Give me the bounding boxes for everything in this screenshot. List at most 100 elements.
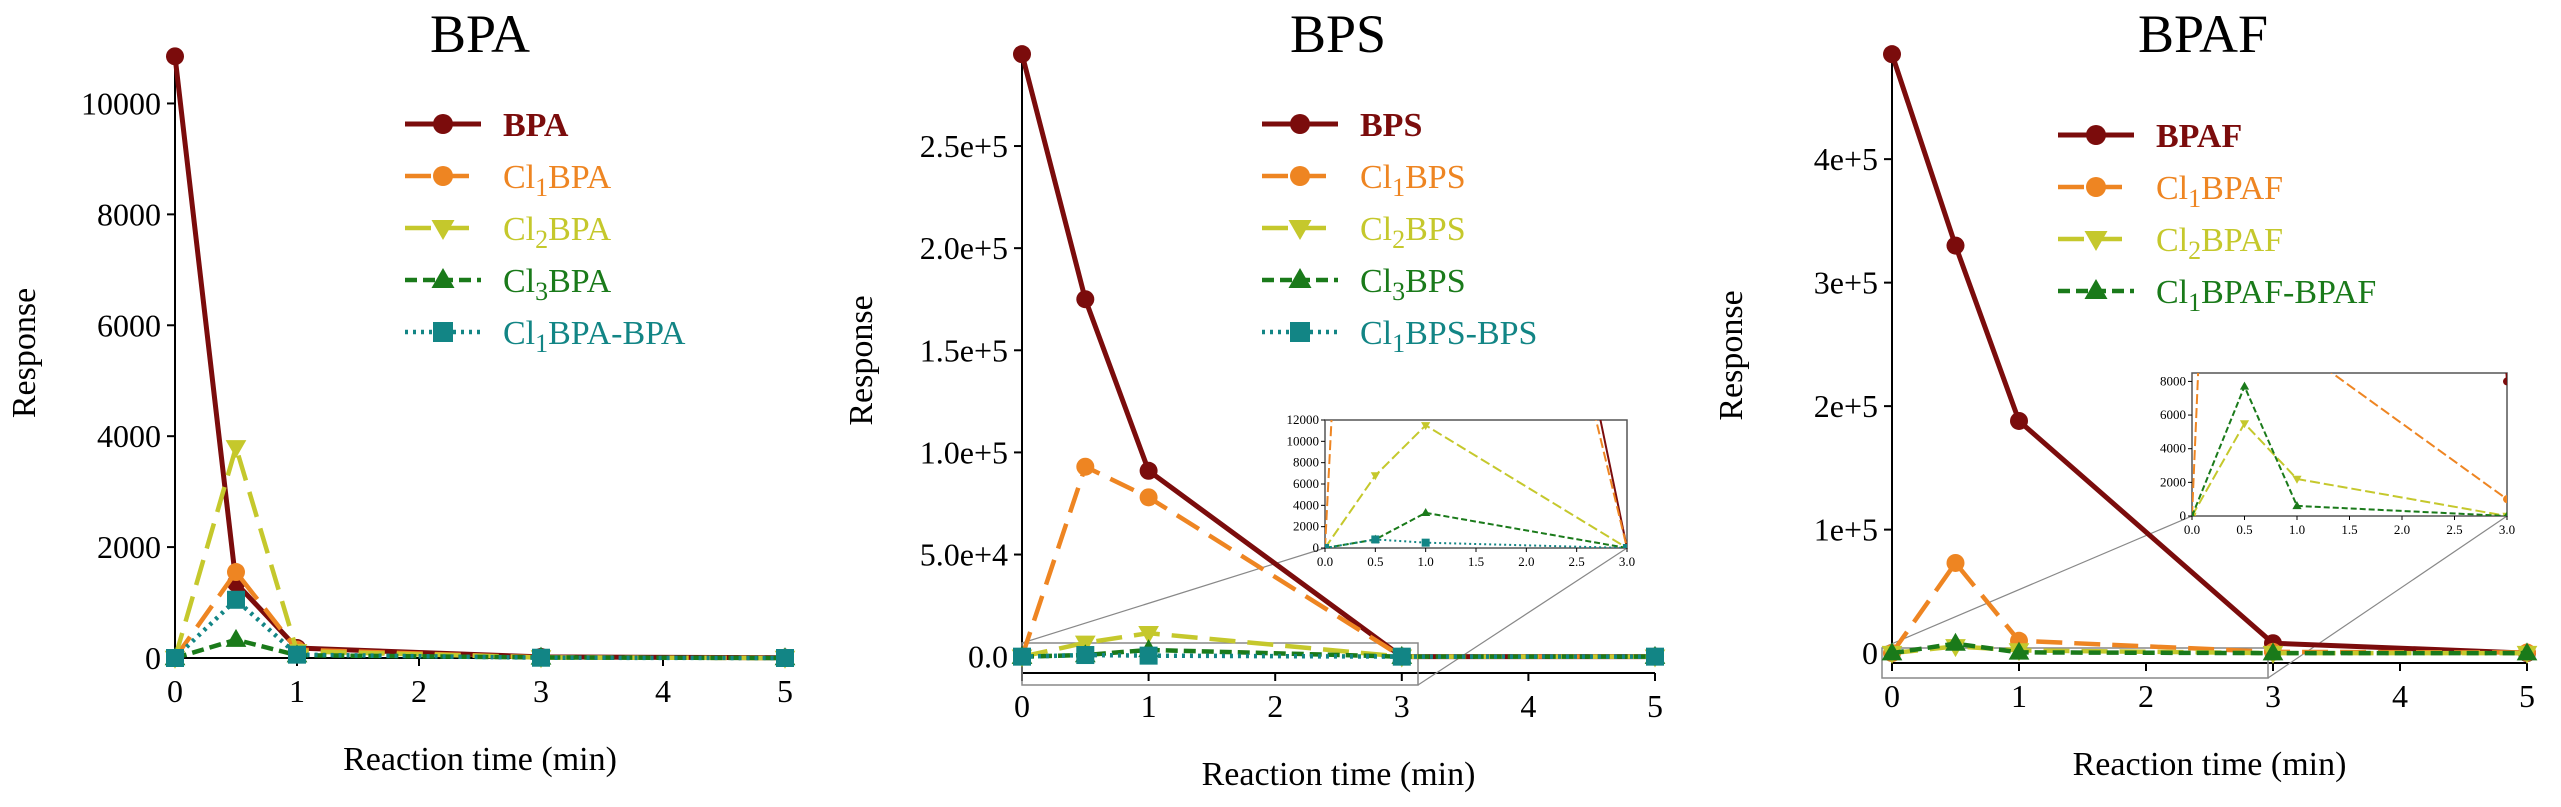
zoom-connector: [1881, 515, 2193, 649]
legend-marker: [431, 268, 455, 288]
y-tick-label: 4e+5: [1814, 141, 1878, 177]
zoom-connector: [1417, 547, 1628, 686]
inset-x-tick-label: 3.0: [1619, 554, 1635, 569]
x-tick-label: 1: [289, 673, 305, 709]
legend-label-subscript: 1: [2188, 184, 2201, 213]
legend-label-suffix: BPA: [503, 107, 569, 144]
legend-label-suffix: BPA: [548, 263, 611, 300]
data-point-cl2bps: [1138, 625, 1159, 644]
legend-label-prefix: Cl: [503, 315, 535, 352]
data-point-cl1bps-bps: [1139, 646, 1158, 665]
data-point-bps: [1013, 45, 1031, 64]
legend-label-subscript: 2: [1392, 225, 1405, 254]
inset-data-point-cl1bpaf-bpaf: [2504, 511, 2507, 516]
chart-panel-bps: BPS 0 1 2 3 4 5 0.0 5.0e+4 1.0e+5 1.5e+5 2.0e+5 2.5e…: [843, 4, 1666, 793]
legend-marker: [2086, 177, 2106, 197]
x-tick-label: 1: [1141, 688, 1157, 724]
inset-plot: 0.0 0.5 1.0 1.5 2.0 2.5 3.0 0 2000 4000 6000 8000 10…: [1287, 412, 1636, 569]
y-tick-label: 2000: [97, 529, 161, 565]
legend-marker: [2086, 125, 2106, 145]
y-tick-label: 0: [145, 640, 161, 676]
legend-marker: [431, 220, 455, 240]
inset-x-tick-label: 0.0: [1317, 554, 1333, 569]
legend-marker: [1290, 322, 1310, 342]
y-tick-label: 1.5e+5: [920, 332, 1008, 368]
legend-label-suffix: BPA: [548, 211, 611, 248]
inset-y-tick-label: 6000: [1293, 476, 1319, 491]
legend-marker: [1288, 220, 1312, 240]
x-tick-label: 3: [1394, 688, 1410, 724]
inset-x-tick-label: 3.0: [2499, 522, 2515, 537]
x-axis-title: Reaction time (min): [1202, 756, 1476, 793]
data-point-cl1bpaf: [1946, 553, 1965, 572]
chart-title: BPS: [1290, 4, 1386, 64]
inset-data-point-cl1bpaf-bpaf: [2239, 381, 2250, 390]
y-tick-label: 2.5e+5: [920, 128, 1008, 164]
legend-label-prefix: Cl: [503, 263, 535, 300]
legend-label-subscript: 1: [535, 173, 548, 202]
data-point-cl1bpa-bpa: [288, 645, 306, 664]
data-point-bpaf: [1946, 236, 1965, 255]
legend-label-prefix: Cl: [2156, 170, 2188, 207]
x-tick-label: 2: [1267, 688, 1283, 724]
legend-marker: [1288, 268, 1312, 288]
legend-label-suffix: BPAF: [2156, 118, 2242, 155]
inset-data-point-cl2bpaf: [2292, 475, 2302, 484]
x-tick-label: 5: [1647, 688, 1663, 724]
inset-data-point-cl1bpaf: [2503, 495, 2507, 504]
legend-label-suffix: BPS: [1360, 107, 1422, 144]
inset-x-tick-label: 1.0: [2289, 522, 2305, 537]
inset-y-tick-label: 0: [2180, 508, 2187, 523]
data-point-cl1bpa-bpa: [532, 648, 550, 667]
legend-label-subscript: 2: [2188, 236, 2201, 265]
inset-data-point-cl1bpaf-bpaf: [2292, 501, 2302, 510]
series-line-bpa: [172, 56, 786, 661]
legend-label-cl1bpaf: Cl1BPAF: [2156, 170, 2283, 213]
inset-y-tick-label: 8000: [2160, 373, 2186, 388]
data-point-cl1bps: [1076, 457, 1095, 476]
inset-x-tick-label: 2.5: [1569, 554, 1585, 569]
chart-panel-bpaf: BPAF 0 1 2 3 4 5 0 1e+5 2e+5 3e+5 4e+5 Reaction time…: [1713, 4, 2538, 783]
x-tick-label: 2: [2138, 678, 2154, 714]
data-point-cl1bps-bps: [1392, 647, 1411, 666]
y-tick-label: 2.0e+5: [920, 230, 1008, 266]
legend-label-prefix: Cl: [2156, 274, 2188, 311]
legend-label-subscript: 2: [535, 225, 548, 254]
inset-data-point-cl1bpaf: [2293, 344, 2301, 352]
x-tick-label: 1: [2011, 678, 2027, 714]
series-line-bps: [1019, 53, 1655, 660]
legend-label-subscript: 3: [1392, 277, 1405, 306]
series-line-cl1bpaf: [1890, 560, 2528, 655]
data-point-bps: [1076, 290, 1095, 309]
x-tick-label: 0: [1884, 678, 1900, 714]
inset-data-point-cl1bpaf-bpaf: [2192, 511, 2195, 516]
inset-plot: 0.0 0.5 1.0 1.5 2.0 2.5 3.0 0 2000 4000 6000 8000: [2160, 344, 2515, 537]
inset-data-point-cl2bpaf: [2239, 420, 2250, 429]
legend-label-cl2bps: Cl2BPS: [1360, 211, 1466, 254]
data-point-cl1bpa: [227, 563, 245, 582]
legend-label-cl2bpaf: Cl2BPAF: [2156, 222, 2283, 265]
inset-y-tick-label: 12000: [1287, 412, 1320, 427]
data-point-cl1bpaf-bpaf: [1881, 642, 1903, 661]
chart-title: BPA: [430, 4, 530, 64]
inset-y-tick-label: 8000: [1293, 455, 1319, 470]
inset-y-tick-label: 0: [1313, 540, 1320, 555]
zoom-region-box: [1881, 647, 2269, 679]
inset-data-point-cl1bps-bps: [1421, 538, 1430, 547]
data-point-bpa: [166, 47, 184, 66]
legend-marker: [1290, 166, 1310, 186]
data-point-bpaf: [2010, 411, 2028, 430]
legend-label-subscript: 1: [1392, 173, 1405, 202]
data-point-bps: [1139, 461, 1158, 480]
legend-label-cl1bpa: Cl1BPA: [503, 159, 612, 202]
legend-label-suffix: BPAF: [2201, 170, 2283, 207]
inset-data-point-cl1bps-bps: [1623, 544, 1627, 548]
legend-label-cl1bpaf-bpaf: Cl1BPAF-BPAF: [2156, 274, 2376, 317]
legend-label-suffix: BPAF: [2201, 222, 2283, 259]
chart-panel-bpa: BPA 0 1 2 3 4 5 0 2000 4000 6000 8000 10000 Reaction …: [6, 4, 796, 778]
data-point-cl3bpa: [225, 628, 247, 647]
inset-series: [2192, 344, 2507, 516]
inset-y-tick-label: 4000: [2160, 441, 2186, 456]
